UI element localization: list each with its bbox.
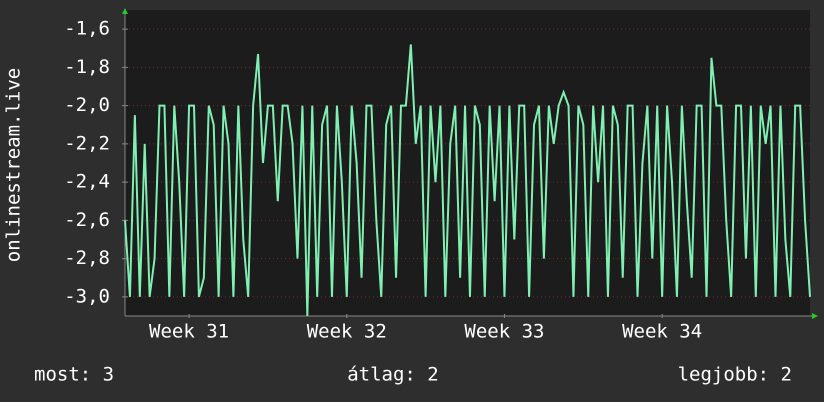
y-axis-label: onlinestream.live [3,68,25,262]
x-axis-arrow [812,313,818,319]
y-tick-label: -2,8 [64,247,110,269]
x-tick-label: Week 33 [464,321,544,343]
y-tick-label: -3,0 [64,285,110,307]
footer-current: most: 3 [34,364,114,386]
x-tick-label: Week 34 [622,321,702,343]
footer-average: átlag: 2 [347,364,439,386]
data-line [124,44,811,317]
x-tick-label: Week 31 [149,321,229,343]
y-tick-label: -2,2 [64,132,110,154]
y-tick-label: -2,0 [64,94,110,116]
footer-best: legjobb: 2 [678,364,792,386]
y-tick-label: -1,8 [64,56,110,78]
y-tick-label: -2,4 [64,171,110,193]
y-tick-label: -2,6 [64,209,110,231]
x-tick-label: Week 32 [307,321,387,343]
y-axis-arrow [122,8,128,14]
y-tick-label: -1,6 [64,18,110,40]
